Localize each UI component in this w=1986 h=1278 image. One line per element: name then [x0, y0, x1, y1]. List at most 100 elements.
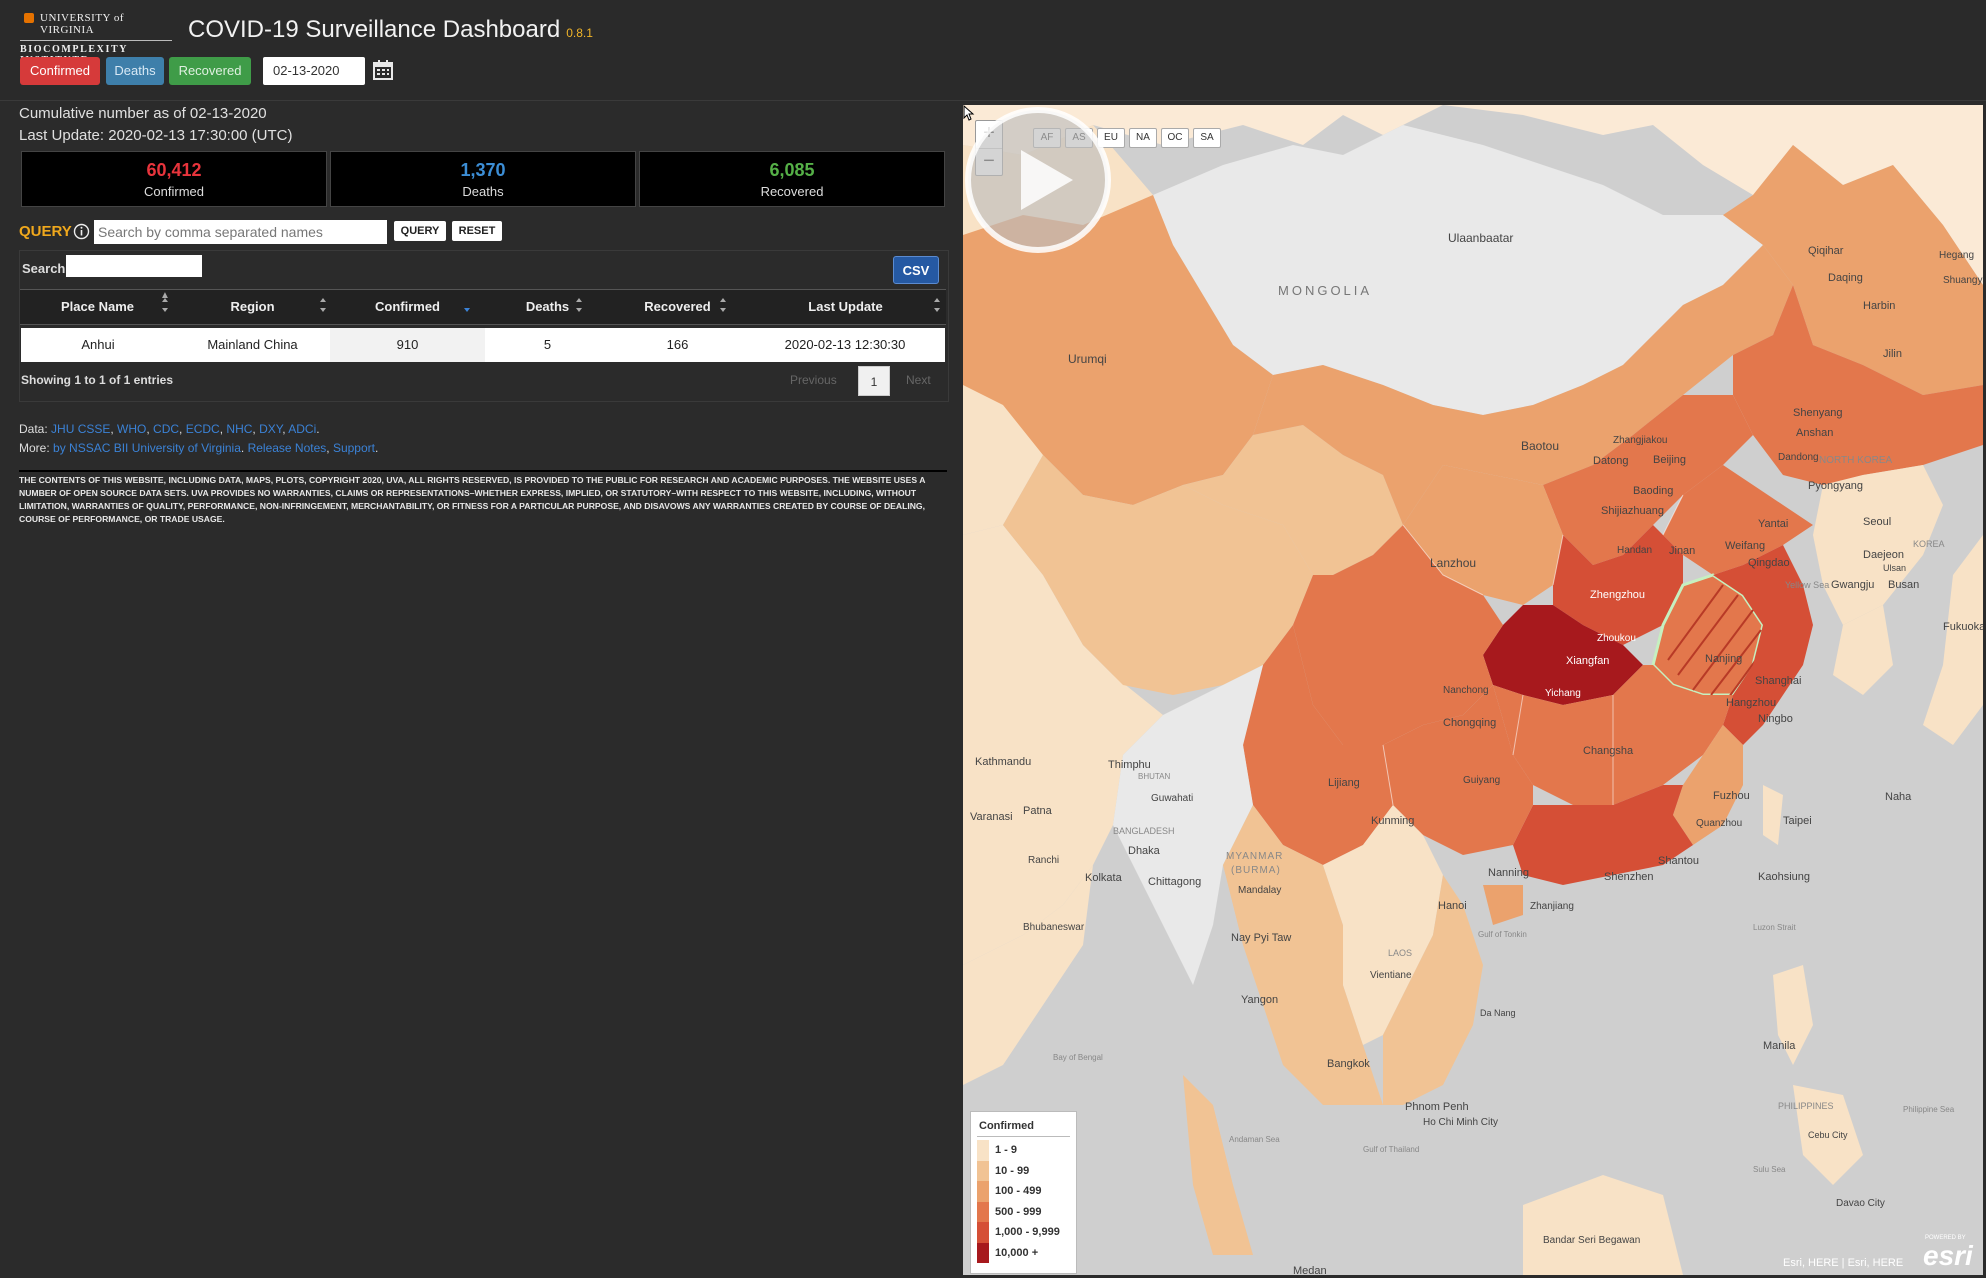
map-label: Gulf of Thailand [1363, 1145, 1420, 1154]
link-release-notes[interactable]: Release Notes [247, 441, 327, 455]
data-prefix: Data: [19, 422, 48, 436]
search-label: Search: [22, 261, 70, 276]
map-label: Shanghai [1755, 675, 1802, 687]
reset-button[interactable]: RESET [452, 221, 502, 241]
column-recovered[interactable]: Recovered [610, 290, 745, 324]
map-label: Baoding [1633, 485, 1674, 497]
map-label: Nanchong [1443, 685, 1489, 696]
map-label: Luzon Strait [1753, 923, 1796, 932]
table-header: Place Name ▲ Region Confirmed Deaths Rec… [20, 289, 946, 325]
legend-item: 10 - 99 [971, 1160, 1076, 1181]
map-label: (BURMA) [1231, 865, 1281, 876]
column-place-name[interactable]: Place Name [20, 290, 175, 324]
link-support[interactable]: Support [332, 441, 375, 455]
table-row[interactable]: Anhui Mainland China 910 5 166 2020-02-1… [21, 328, 945, 362]
more-prefix: More: [19, 441, 50, 455]
page-1-button[interactable]: 1 [858, 366, 890, 396]
link-dxy[interactable]: DXY [259, 422, 283, 436]
map-label: Busan [1888, 579, 1920, 591]
version-badge: 0.8.1 [566, 26, 593, 40]
table-search-input[interactable] [66, 255, 202, 277]
data-links-line: Data: JHU CSSE, WHO, CDC, ECDC, NHC, DXY… [19, 422, 320, 436]
map-label: Daejeon [1863, 549, 1904, 561]
legend-item: 1,000 - 9,999 [971, 1222, 1076, 1243]
map-legend: Confirmed 1 - 9 10 - 99 100 - 499 500 - … [970, 1111, 1077, 1274]
map-label: Hegang [1939, 250, 1975, 261]
column-confirmed[interactable]: Confirmed [330, 290, 485, 324]
logo-university: UNIVERSITY of VIRGINIA [20, 12, 175, 36]
link-nssac[interactable]: by NSSAC BII University of Virginia [53, 441, 241, 455]
info-icon[interactable] [73, 223, 90, 240]
more-links-line: More: by NSSAC BII University of Virgini… [19, 441, 379, 455]
deaths-button[interactable]: Deaths [106, 57, 164, 85]
column-label: Place Name [61, 299, 134, 314]
query-button[interactable]: QUERY [394, 221, 446, 241]
map-label: BHUTAN [1138, 772, 1171, 781]
map-label: Philippine Sea [1903, 1105, 1955, 1114]
map-label: Fuzhou [1713, 790, 1750, 802]
map-label: Daqing [1828, 272, 1863, 284]
confirmed-count: 60,412 [146, 160, 202, 180]
map-label: Nanning [1488, 867, 1529, 879]
recovered-label: Recovered [760, 184, 824, 199]
link-nhc[interactable]: NHC [226, 422, 253, 436]
play-icon[interactable] [963, 105, 1113, 255]
link-adci[interactable]: ADCi [288, 422, 317, 436]
cell-region: Mainland China [207, 337, 298, 352]
link-jhu-csse[interactable]: JHU CSSE [51, 422, 111, 436]
sort-icon [320, 298, 326, 312]
column-region[interactable]: Region [175, 290, 330, 324]
map-label: MYANMAR [1226, 851, 1284, 862]
map-label: PHILIPPINES [1778, 1101, 1834, 1111]
legend-item: 100 - 499 [971, 1181, 1076, 1202]
map-label: Yantai [1758, 518, 1789, 530]
map-label: Chittagong [1148, 876, 1202, 888]
legend-label: 10,000 + [995, 1246, 1039, 1259]
map-label: KOREA [1913, 539, 1945, 549]
column-last-update[interactable]: Last Update [745, 290, 946, 324]
map-label: Zhanjiang [1530, 901, 1574, 912]
map-view[interactable]: MONGOLIA Ulaanbaatar Urumqi Baotou Lanzh… [963, 105, 1983, 1275]
link-ecdc[interactable]: ECDC [185, 422, 220, 436]
region-oc-button[interactable]: OC [1161, 128, 1189, 148]
map-label: Thimphu [1108, 759, 1151, 771]
esri-logo[interactable]: esri [1923, 1240, 1973, 1271]
recovered-button[interactable]: Recovered [169, 57, 251, 85]
cell-deaths: 5 [543, 337, 552, 352]
map-label: Patna [1023, 805, 1052, 817]
legend-label: 500 - 999 [995, 1205, 1042, 1218]
region-na-button[interactable]: NA [1129, 128, 1157, 148]
query-label: QUERY [19, 223, 72, 240]
csv-button[interactable]: CSV [893, 256, 939, 284]
link-cdc[interactable]: CDC [153, 422, 180, 436]
map-label: Yangon [1241, 994, 1279, 1006]
confirmed-button[interactable]: Confirmed [20, 57, 100, 85]
previous-page-button[interactable]: Previous [790, 373, 837, 387]
uva-logo[interactable]: UNIVERSITY of VIRGINIA BIOCOMPLEXITY INS… [20, 12, 175, 66]
cell-place: Anhui [81, 337, 115, 352]
map-label: Bangkok [1327, 1058, 1370, 1070]
date-input[interactable]: 02-13-2020 [263, 57, 365, 85]
deaths-stat-card: 1,370 Deaths [330, 151, 636, 207]
query-input[interactable]: Search by comma separated names [94, 220, 387, 244]
map-label: Yichang [1545, 688, 1581, 699]
sort-icons [162, 298, 940, 312]
cell-last-update: 2020-02-13 12:30:30 [784, 337, 906, 352]
map-attribution[interactable]: Esri, HERE | Esri, HERE [1783, 1257, 1904, 1269]
map-label: Sulu Sea [1753, 1165, 1786, 1174]
link-who[interactable]: WHO [117, 422, 147, 436]
column-deaths[interactable]: Deaths [485, 290, 610, 324]
sort-icon [162, 298, 168, 312]
next-page-button[interactable]: Next [906, 373, 931, 387]
map-label: Kaohsiung [1758, 871, 1810, 883]
column-label: Last Update [808, 299, 883, 314]
map-label: Manila [1763, 1040, 1796, 1052]
map-label: Jilin [1883, 348, 1902, 360]
recovered-count: 6,085 [769, 160, 815, 180]
calendar-icon[interactable] [372, 59, 394, 81]
map-label: Naha [1885, 791, 1912, 803]
region-sa-button[interactable]: SA [1193, 128, 1221, 148]
map-label: Davao City [1836, 1198, 1885, 1209]
column-label: Confirmed [375, 299, 440, 314]
sort-icon[interactable]: ▲ [160, 290, 170, 301]
